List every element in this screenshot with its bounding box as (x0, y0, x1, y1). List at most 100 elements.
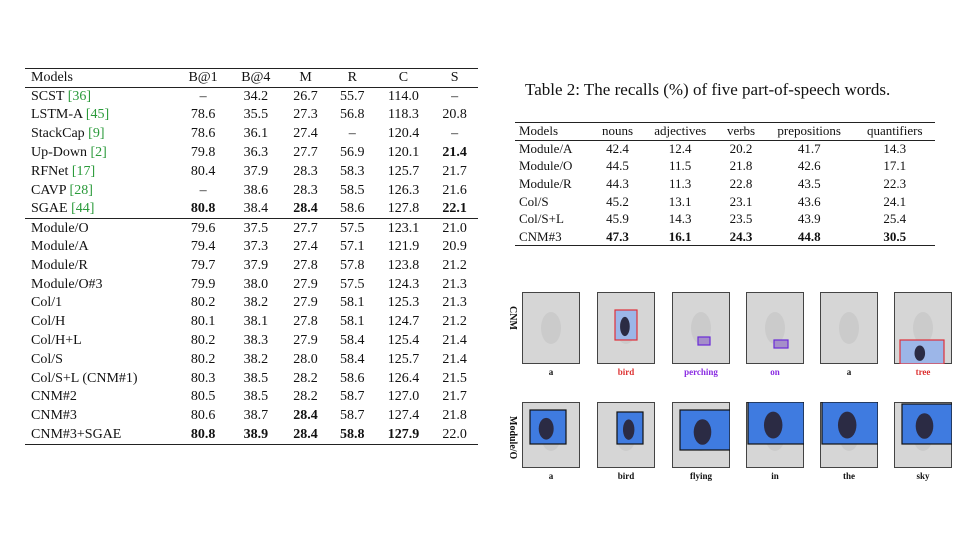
model-cell: RFNet [17] (25, 162, 177, 181)
image-tile (746, 292, 804, 364)
header-cell: Models (25, 68, 177, 88)
value-cell: 38.9 (243, 426, 269, 442)
value-cell: 42.6 (797, 158, 821, 174)
value-cell: 21.0 (431, 218, 478, 238)
caption-word: a (548, 367, 554, 377)
value-cell: 123.8 (387, 257, 420, 273)
model-cell: SGAE [44] (25, 200, 177, 219)
value-cell: 21.5 (442, 370, 467, 386)
citation: [36] (67, 88, 92, 104)
model-cell: CNM#2 (25, 388, 177, 407)
value-cell: 114.0 (387, 88, 419, 104)
value-cell: 21.2 (442, 257, 467, 273)
value-cell: 22.1 (442, 201, 467, 217)
value-cell: 120.1 (387, 145, 420, 161)
value-cell: 58.5 (340, 182, 365, 198)
image-tile (672, 292, 730, 364)
header-cell: C (375, 68, 432, 88)
model-cell: Col/1 (25, 294, 177, 313)
value-cell: 58.6 (340, 201, 365, 217)
value-cell: 27.9 (293, 333, 318, 349)
value-cell: 27.7 (293, 145, 318, 161)
value-cell: 78.6 (190, 126, 216, 142)
caption-word: sky (916, 471, 930, 481)
model-cell: CNM#3 (519, 228, 562, 244)
value-cell: 14.3 (883, 141, 907, 157)
table-row: Col/S+L (CNM#1) 80.3 38.5 28.2 58.6 126.4 21.5 (25, 369, 478, 388)
model-name: Col/1 (31, 295, 63, 311)
image-tile (522, 292, 580, 364)
value-cell: 127.0 (387, 389, 420, 405)
value-cell: 34.2 (243, 88, 269, 104)
value-cell: – (199, 88, 207, 104)
value-cell: 38.6 (243, 182, 269, 198)
caption-word: bird (617, 471, 635, 481)
table-row: Col/1 80.2 38.2 27.9 58.1 125.3 21.3 (25, 294, 478, 313)
value-cell: 14.3 (668, 211, 692, 227)
table-row: Col/H+L 80.2 38.3 27.9 58.4 125.4 21.4 (25, 332, 478, 351)
row-label: CNM (507, 306, 518, 330)
table-row: Module/O 44.5 11.5 21.8 42.6 17.1 (515, 158, 935, 176)
image-tile (894, 292, 952, 364)
value-cell: 57.5 (328, 218, 376, 238)
row-label: Module/O (507, 416, 518, 460)
value-cell: 38.2 (243, 295, 269, 311)
value-cell: 38.5 (243, 370, 269, 386)
value-cell: 27.9 (293, 295, 318, 311)
table-row: SGAE [44] 80.8 38.4 28.4 58.6 127.8 22.1 (25, 200, 478, 219)
header-cell: B@1 (176, 68, 230, 88)
value-cell: 28.4 (293, 426, 318, 442)
model-cell: Col/H+L (25, 332, 177, 351)
model-name: RFNet (31, 163, 69, 179)
value-cell: 27.7 (282, 218, 329, 238)
model-name: Col/H+L (31, 333, 82, 349)
model-cell: Module/R (25, 256, 177, 275)
table-row: RFNet [17] 80.4 37.9 28.3 58.3 125.7 21.7 (25, 162, 478, 181)
model-name: Module/O#3 (31, 276, 103, 292)
value-cell: 58.4 (340, 351, 365, 367)
table-row: Module/A 42.4 12.4 20.2 41.7 14.3 (515, 140, 935, 158)
value-cell: 24.1 (883, 193, 907, 209)
value-cell: 27.9 (293, 276, 318, 292)
model-name: StackCap (31, 126, 85, 142)
value-cell: 47.3 (606, 228, 629, 244)
model-cell: Module/O#3 (25, 275, 177, 294)
image-tile (522, 402, 580, 468)
table-row: Module/O 79.6 37.5 27.7 57.5 123.1 21.0 (25, 218, 478, 238)
value-cell: 58.6 (340, 370, 365, 386)
value-cell: 80.8 (190, 201, 216, 217)
header-cell: Models (515, 122, 593, 141)
header-cell: adjectives (642, 122, 719, 141)
header-cell: verbs (718, 122, 764, 141)
value-cell: 28.3 (293, 163, 318, 179)
model-cell: CAVP [28] (25, 181, 177, 200)
value-cell: 23.5 (729, 211, 753, 227)
header-cell: B@4 (229, 68, 283, 88)
image-tile (820, 402, 878, 468)
image-tile (672, 402, 730, 468)
model-name: CNM#3+SGAE (31, 426, 122, 442)
value-cell: 80.3 (190, 370, 216, 386)
value-cell: 125.4 (387, 333, 420, 349)
model-cell: Col/S (519, 193, 549, 209)
results-table: Models B@1 B@4 M R C S SCST [36] –34.2 26.7 55.7 11… (25, 68, 478, 445)
model-cell: Module/O (519, 158, 573, 174)
value-cell: 36.1 (243, 126, 269, 142)
model-name: SCST (31, 88, 65, 104)
value-cell: 37.3 (243, 239, 269, 255)
model-cell: Col/S+L (CNM#1) (25, 369, 177, 388)
model-name: Module/R (31, 257, 88, 273)
value-cell: 42.4 (606, 141, 629, 157)
value-cell: 22.3 (883, 176, 907, 192)
value-cell: 80.8 (190, 426, 216, 442)
value-cell: 78.6 (190, 107, 216, 123)
value-cell: 44.8 (797, 228, 821, 244)
table-row: Module/O#3 79.9 38.0 27.9 57.5 124.3 21.3 (25, 275, 478, 294)
value-cell: 58.1 (340, 295, 365, 311)
header-cell: nouns (592, 122, 643, 141)
value-cell: 24.3 (729, 228, 753, 244)
citation: [44] (71, 201, 95, 217)
value-cell: 80.5 (190, 389, 216, 405)
model-name: LSTM-A (31, 107, 83, 123)
table-row: Up-Down [2] 79.8 36.3 27.7 56.9 120.1 21.4 (25, 144, 478, 163)
